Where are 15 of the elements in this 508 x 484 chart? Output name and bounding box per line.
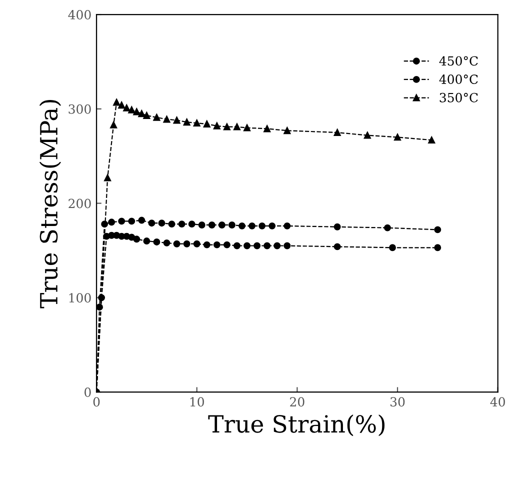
- x-tick-label: 20: [290, 397, 304, 407]
- y-tick-label: 200: [68, 198, 91, 208]
- legend-label: 450°C: [439, 56, 478, 66]
- y-tick-label: 300: [68, 104, 91, 114]
- y-tick-label: 400: [68, 10, 91, 20]
- x-tick-label: 0: [93, 397, 100, 407]
- legend-label: 350°C: [440, 92, 478, 102]
- x-tick-label: 10: [190, 397, 204, 407]
- x-tick-label: 30: [390, 397, 405, 407]
- x-axis-title: True Strain(%): [208, 414, 384, 436]
- y-axis-title: True Stress(MPa): [39, 100, 62, 308]
- legend-label: 400°C: [439, 74, 478, 84]
- x-tick-label: 40: [490, 397, 505, 407]
- y-tick-label: 0: [84, 388, 91, 397]
- y-tick-label: 100: [69, 293, 91, 303]
